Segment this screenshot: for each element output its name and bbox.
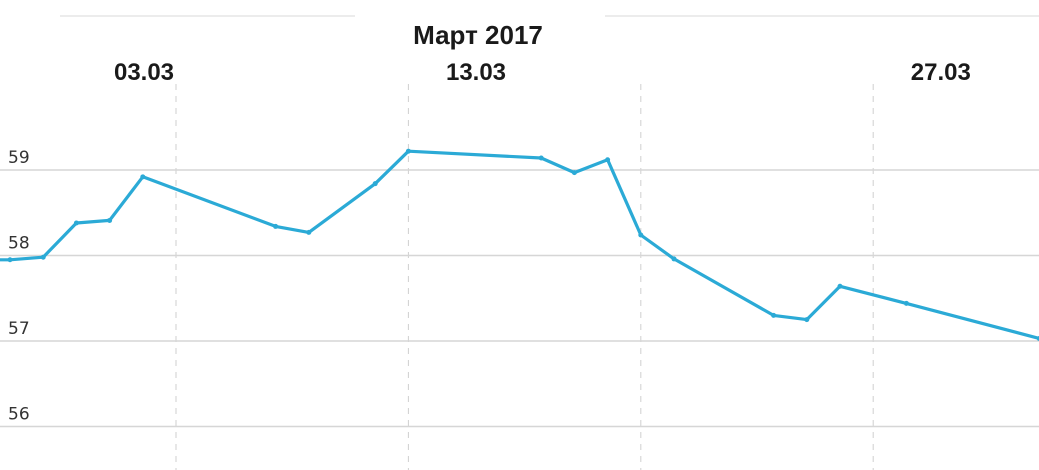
data-point — [638, 232, 644, 238]
x-tick-label: 27.03 — [911, 59, 971, 86]
data-point — [538, 155, 544, 161]
data-point — [1036, 335, 1039, 341]
data-point — [405, 148, 411, 154]
y-axis-ticks: 56 57 58 59 — [8, 148, 30, 425]
data-point — [73, 220, 79, 226]
y-tick-label: 57 — [8, 319, 30, 339]
data-point — [7, 257, 13, 263]
data-point — [140, 174, 146, 180]
y-tick-label: 58 — [8, 234, 30, 254]
x-axis-ticks: 03.03 13.03 27.03 — [114, 59, 971, 86]
data-point — [40, 254, 46, 260]
data-point — [605, 157, 611, 163]
data-point — [903, 300, 909, 306]
data-point — [571, 170, 577, 176]
series-line — [0, 149, 1039, 340]
data-point — [804, 317, 810, 323]
x-tick-label: 03.03 — [114, 59, 174, 86]
y-tick-label: 56 — [8, 405, 30, 425]
data-point — [771, 312, 777, 318]
data-point — [372, 181, 378, 187]
vertical-grid — [175, 84, 874, 470]
horizontal-grid — [0, 169, 1039, 428]
x-tick-label: 13.03 — [446, 59, 506, 86]
data-point — [837, 283, 843, 289]
data-point — [306, 229, 312, 235]
series-group — [0, 148, 1039, 341]
chart-title: Март 2017 — [413, 20, 543, 50]
data-point — [273, 223, 279, 229]
y-tick-label: 59 — [8, 148, 30, 168]
data-point — [671, 256, 677, 262]
data-point — [107, 217, 113, 223]
